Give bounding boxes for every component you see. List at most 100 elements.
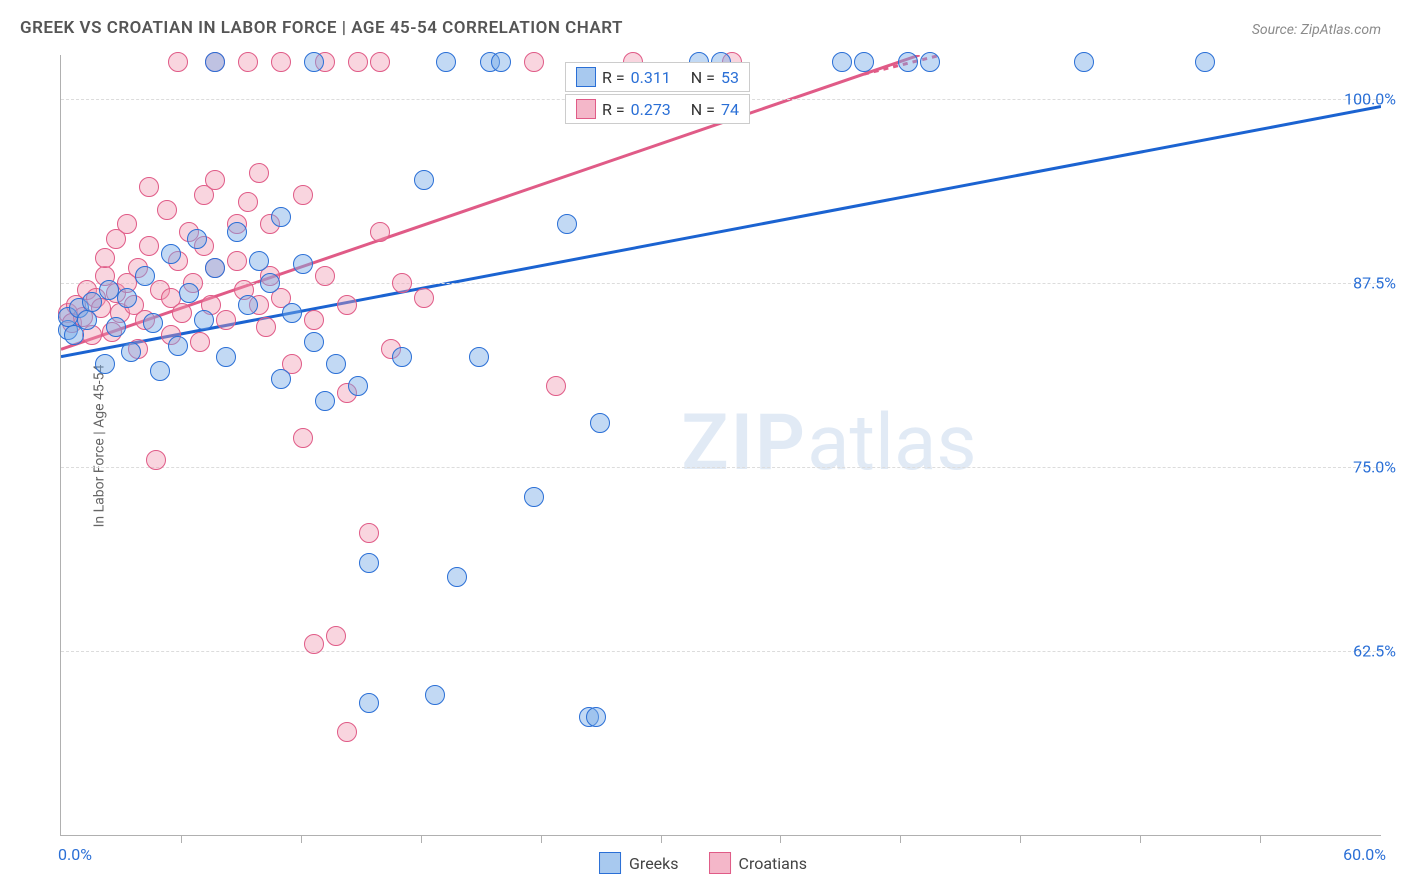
data-point (491, 52, 511, 72)
data-point (304, 52, 324, 72)
data-point (293, 428, 313, 448)
data-point (348, 52, 368, 72)
data-point (271, 369, 291, 389)
data-point (256, 317, 276, 337)
data-point (586, 707, 606, 727)
data-point (82, 292, 102, 312)
scatter-plot: ZIPatlas (60, 55, 1381, 836)
data-point (348, 376, 368, 396)
data-point (117, 288, 137, 308)
data-point (106, 317, 126, 337)
data-point (205, 258, 225, 278)
correlation-stats: R =0.311N =53 (565, 62, 750, 92)
data-point (359, 523, 379, 543)
data-point (469, 347, 489, 367)
data-point (315, 266, 335, 286)
data-point (146, 450, 166, 470)
legend-item: Greeks (599, 852, 679, 874)
n-label: N = (691, 68, 715, 87)
watermark: ZIPatlas (681, 398, 976, 489)
data-point (282, 303, 302, 323)
data-point (249, 163, 269, 183)
data-point (524, 487, 544, 507)
data-point (414, 170, 434, 190)
data-point (150, 361, 170, 381)
data-point (187, 229, 207, 249)
n-label: N = (691, 100, 715, 119)
data-point (293, 185, 313, 205)
data-point (546, 376, 566, 396)
x-tick-mark (780, 835, 781, 843)
data-point (898, 52, 918, 72)
data-point (161, 244, 181, 264)
x-tick-label: 60.0% (1343, 845, 1386, 864)
data-point (227, 251, 247, 271)
x-tick-label: 0.0% (58, 845, 92, 864)
data-point (590, 413, 610, 433)
data-point (524, 52, 544, 72)
data-point (832, 52, 852, 72)
x-tick-mark (421, 835, 422, 843)
data-point (370, 52, 390, 72)
legend-label: Greeks (629, 854, 679, 873)
legend-label: Croatians (739, 854, 807, 873)
r-value: 0.273 (631, 100, 671, 119)
x-tick-mark (661, 835, 662, 843)
data-point (77, 310, 97, 330)
y-tick-label: 75.0% (1353, 458, 1396, 477)
data-point (326, 354, 346, 374)
data-point (139, 177, 159, 197)
chart-title: GREEK VS CROATIAN IN LABOR FORCE | AGE 4… (20, 18, 623, 38)
legend-swatch (599, 852, 621, 874)
x-tick-mark (900, 835, 901, 843)
x-tick-mark (301, 835, 302, 843)
data-point (337, 295, 357, 315)
data-point (117, 214, 137, 234)
data-point (95, 354, 115, 374)
data-point (249, 251, 269, 271)
y-tick-label: 62.5% (1353, 642, 1396, 661)
data-point (194, 310, 214, 330)
x-tick-mark (1140, 835, 1141, 843)
data-point (271, 52, 291, 72)
data-point (1074, 52, 1094, 72)
x-tick-mark (181, 835, 182, 843)
data-point (920, 52, 940, 72)
data-point (205, 52, 225, 72)
data-point (227, 222, 247, 242)
data-point (260, 273, 280, 293)
data-point (95, 248, 115, 268)
data-point (436, 52, 456, 72)
data-point (168, 52, 188, 72)
data-point (179, 283, 199, 303)
data-point (271, 207, 291, 227)
data-point (414, 288, 434, 308)
data-point (326, 626, 346, 646)
data-point (337, 722, 357, 742)
data-point (157, 200, 177, 220)
data-point (447, 567, 467, 587)
gridline (61, 283, 1381, 284)
r-value: 0.311 (631, 68, 671, 87)
x-tick-mark (1260, 835, 1261, 843)
series-legend: Greeks Croatians (599, 852, 807, 874)
data-point (293, 254, 313, 274)
data-point (205, 170, 225, 190)
series-swatch (576, 67, 596, 87)
legend-swatch (709, 852, 731, 874)
x-tick-mark (1020, 835, 1021, 843)
data-point (238, 295, 258, 315)
data-point (135, 266, 155, 286)
data-point (216, 347, 236, 367)
data-point (359, 693, 379, 713)
data-point (315, 391, 335, 411)
data-point (172, 303, 192, 323)
data-point (359, 553, 379, 573)
data-point (121, 342, 141, 362)
data-point (392, 273, 412, 293)
data-point (392, 347, 412, 367)
n-value: 74 (721, 100, 739, 119)
data-point (216, 310, 236, 330)
n-value: 53 (721, 68, 739, 87)
data-point (304, 310, 324, 330)
